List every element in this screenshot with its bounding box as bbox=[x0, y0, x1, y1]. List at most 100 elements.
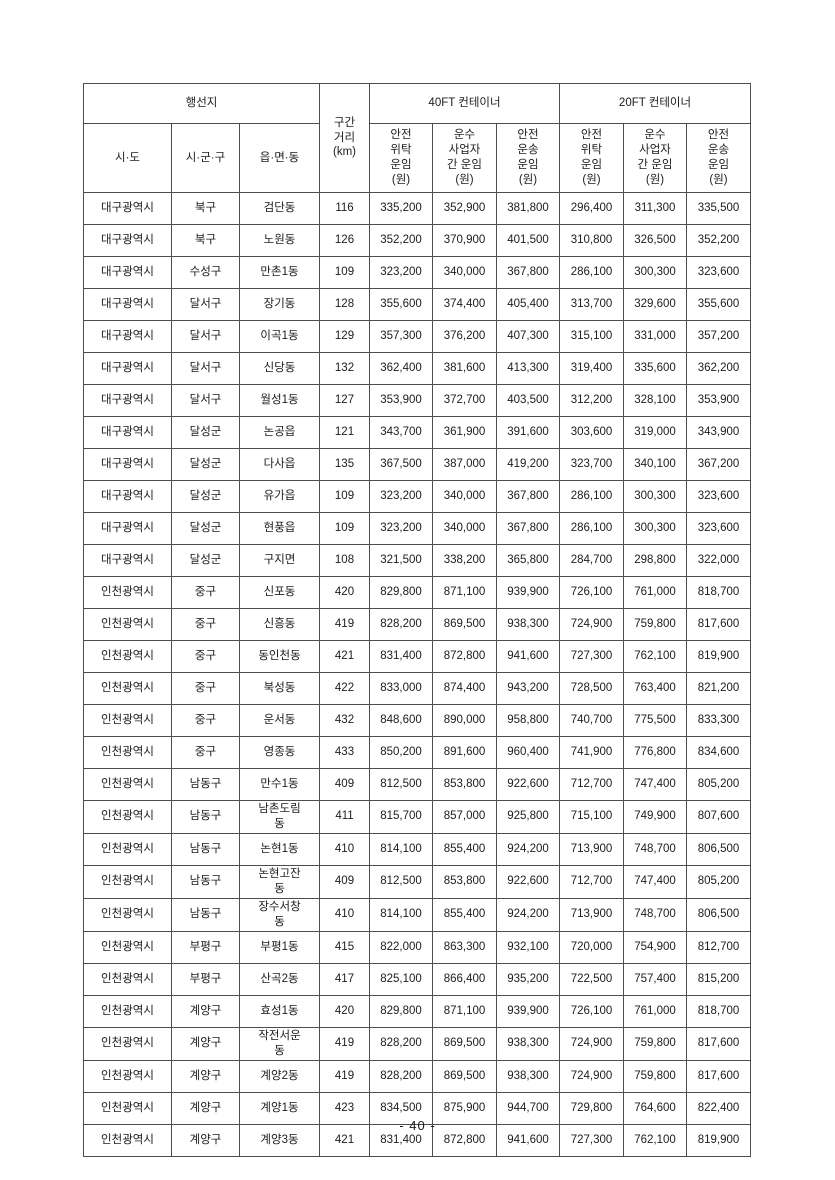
cell-40ft-carrier-rate: 872,800 bbox=[432, 1123, 497, 1157]
cell-40ft-transport-rate: 938,300 bbox=[496, 1026, 560, 1061]
cell-sido: 인천광역시 bbox=[83, 672, 172, 705]
cell-eupmyeondong: 부평1동 bbox=[239, 930, 320, 964]
table-row: 인천광역시 중구 북성동 422 833,000 874,400 943,200… bbox=[83, 672, 751, 705]
cell-sido: 인천광역시 bbox=[83, 704, 172, 737]
cell-40ft-transport-rate: 922,600 bbox=[496, 768, 560, 801]
cell-sido: 인천광역시 bbox=[83, 800, 172, 834]
cell-distance-km: 121 bbox=[319, 416, 370, 449]
cell-40ft-carrier-rate: 857,000 bbox=[432, 800, 497, 834]
cell-40ft-transport-rate: 939,900 bbox=[496, 994, 560, 1028]
cell-40ft-consign-rate: 812,500 bbox=[369, 864, 433, 899]
table-row: 인천광역시 남동구 만수1동 409 812,500 853,800 922,6… bbox=[83, 768, 751, 801]
cell-20ft-consign-rate: 724,900 bbox=[559, 1059, 624, 1093]
cell-distance-km: 132 bbox=[319, 352, 370, 385]
cell-20ft-transport-rate: 807,600 bbox=[686, 800, 751, 834]
cell-20ft-carrier-rate: 747,400 bbox=[623, 768, 687, 801]
table-row: 대구광역시 달성군 논공읍 121 343,700 361,900 391,60… bbox=[83, 416, 751, 449]
cell-eupmyeondong: 검단동 bbox=[239, 192, 320, 225]
cell-distance-km: 109 bbox=[319, 512, 370, 545]
cell-20ft-carrier-rate: 754,900 bbox=[623, 930, 687, 964]
cell-sido: 대구광역시 bbox=[83, 448, 172, 481]
cell-sido: 인천광역시 bbox=[83, 864, 172, 899]
cell-eupmyeondong: 다사읍 bbox=[239, 448, 320, 481]
table-row: 인천광역시 계양구 계양3동 421 831,400 872,800 941,6… bbox=[83, 1123, 751, 1157]
cell-distance-km: 421 bbox=[319, 1123, 370, 1157]
cell-distance-km: 423 bbox=[319, 1091, 370, 1125]
cell-20ft-transport-rate: 833,300 bbox=[686, 704, 751, 737]
table-row: 인천광역시 남동구 남촌도림 동 411 815,700 857,000 925… bbox=[83, 800, 751, 834]
cell-20ft-transport-rate: 822,400 bbox=[686, 1091, 751, 1125]
cell-sigungu: 계양구 bbox=[171, 1059, 240, 1093]
cell-sido: 대구광역시 bbox=[83, 256, 172, 289]
header-40ft-transport-rate: 안전 운송 운임 (원) bbox=[496, 123, 560, 193]
table-row: 인천광역시 계양구 작전서운 동 419 828,200 869,500 938… bbox=[83, 1026, 751, 1061]
cell-20ft-consign-rate: 323,700 bbox=[559, 448, 624, 481]
header-40ft-carrier-rate: 운수 사업자 간 운임 (원) bbox=[432, 123, 497, 193]
cell-40ft-carrier-rate: 855,400 bbox=[432, 897, 497, 932]
cell-sido: 인천광역시 bbox=[83, 832, 172, 866]
cell-40ft-carrier-rate: 853,800 bbox=[432, 768, 497, 801]
cell-eupmyeondong: 만수1동 bbox=[239, 768, 320, 801]
cell-sido: 인천광역시 bbox=[83, 1091, 172, 1125]
cell-distance-km: 129 bbox=[319, 320, 370, 353]
header-eupmyeondong: 읍·면·동 bbox=[239, 123, 320, 193]
cell-40ft-carrier-rate: 891,600 bbox=[432, 736, 497, 769]
cell-20ft-consign-rate: 712,700 bbox=[559, 864, 624, 899]
cell-20ft-transport-rate: 819,900 bbox=[686, 1123, 751, 1157]
cell-distance-km: 126 bbox=[319, 224, 370, 257]
cell-sido: 대구광역시 bbox=[83, 192, 172, 225]
cell-20ft-consign-rate: 303,600 bbox=[559, 416, 624, 449]
cell-20ft-transport-rate: 357,200 bbox=[686, 320, 751, 353]
cell-20ft-transport-rate: 819,900 bbox=[686, 640, 751, 673]
cell-40ft-transport-rate: 944,700 bbox=[496, 1091, 560, 1125]
cell-40ft-transport-rate: 367,800 bbox=[496, 480, 560, 513]
table-row: 대구광역시 달서구 이곡1동 129 357,300 376,200 407,3… bbox=[83, 320, 751, 353]
cell-eupmyeondong: 노원동 bbox=[239, 224, 320, 257]
cell-20ft-consign-rate: 713,900 bbox=[559, 832, 624, 866]
table-row: 대구광역시 달서구 월성1동 127 353,900 372,700 403,5… bbox=[83, 384, 751, 417]
cell-distance-km: 417 bbox=[319, 962, 370, 996]
cell-20ft-consign-rate: 727,300 bbox=[559, 640, 624, 673]
header-40ft-container: 40FT 컨테이너 bbox=[369, 83, 560, 124]
cell-20ft-carrier-rate: 335,600 bbox=[623, 352, 687, 385]
cell-40ft-carrier-rate: 340,000 bbox=[432, 480, 497, 513]
table-row: 대구광역시 달성군 다사읍 135 367,500 387,000 419,20… bbox=[83, 448, 751, 481]
cell-40ft-consign-rate: 353,900 bbox=[369, 384, 433, 417]
cell-sido: 인천광역시 bbox=[83, 1059, 172, 1093]
table-row: 대구광역시 북구 검단동 116 335,200 352,900 381,800… bbox=[83, 192, 751, 225]
cell-40ft-carrier-rate: 376,200 bbox=[432, 320, 497, 353]
cell-20ft-carrier-rate: 747,400 bbox=[623, 864, 687, 899]
cell-20ft-consign-rate: 726,100 bbox=[559, 576, 624, 609]
cell-40ft-carrier-rate: 387,000 bbox=[432, 448, 497, 481]
cell-sido: 대구광역시 bbox=[83, 288, 172, 321]
cell-20ft-carrier-rate: 762,100 bbox=[623, 1123, 687, 1157]
table-row: 인천광역시 남동구 논현1동 410 814,100 855,400 924,2… bbox=[83, 832, 751, 866]
cell-eupmyeondong: 신당동 bbox=[239, 352, 320, 385]
cell-sigungu: 남동구 bbox=[171, 768, 240, 801]
cell-eupmyeondong: 만촌1동 bbox=[239, 256, 320, 289]
cell-sido: 인천광역시 bbox=[83, 994, 172, 1028]
cell-40ft-carrier-rate: 869,500 bbox=[432, 608, 497, 641]
cell-40ft-transport-rate: 958,800 bbox=[496, 704, 560, 737]
cell-eupmyeondong: 현풍읍 bbox=[239, 512, 320, 545]
cell-40ft-consign-rate: 822,000 bbox=[369, 930, 433, 964]
cell-20ft-carrier-rate: 749,900 bbox=[623, 800, 687, 834]
freight-rate-table: 행선지 구간 거리 (km) 40FT 컨테이너 20FT 컨테이너 시·도 시… bbox=[83, 83, 751, 1157]
cell-sigungu: 중구 bbox=[171, 704, 240, 737]
cell-20ft-consign-rate: 722,500 bbox=[559, 962, 624, 996]
cell-20ft-consign-rate: 741,900 bbox=[559, 736, 624, 769]
cell-sido: 인천광역시 bbox=[83, 640, 172, 673]
table-row: 대구광역시 달성군 유가읍 109 323,200 340,000 367,80… bbox=[83, 480, 751, 513]
cell-40ft-consign-rate: 831,400 bbox=[369, 640, 433, 673]
cell-40ft-carrier-rate: 372,700 bbox=[432, 384, 497, 417]
cell-40ft-transport-rate: 938,300 bbox=[496, 608, 560, 641]
cell-eupmyeondong: 논현1동 bbox=[239, 832, 320, 866]
table-row: 인천광역시 중구 신흥동 419 828,200 869,500 938,300… bbox=[83, 608, 751, 641]
cell-20ft-transport-rate: 355,600 bbox=[686, 288, 751, 321]
cell-20ft-transport-rate: 806,500 bbox=[686, 832, 751, 866]
cell-20ft-transport-rate: 322,000 bbox=[686, 544, 751, 577]
table-row: 인천광역시 부평구 부평1동 415 822,000 863,300 932,1… bbox=[83, 930, 751, 964]
cell-20ft-transport-rate: 343,900 bbox=[686, 416, 751, 449]
cell-20ft-transport-rate: 352,200 bbox=[686, 224, 751, 257]
